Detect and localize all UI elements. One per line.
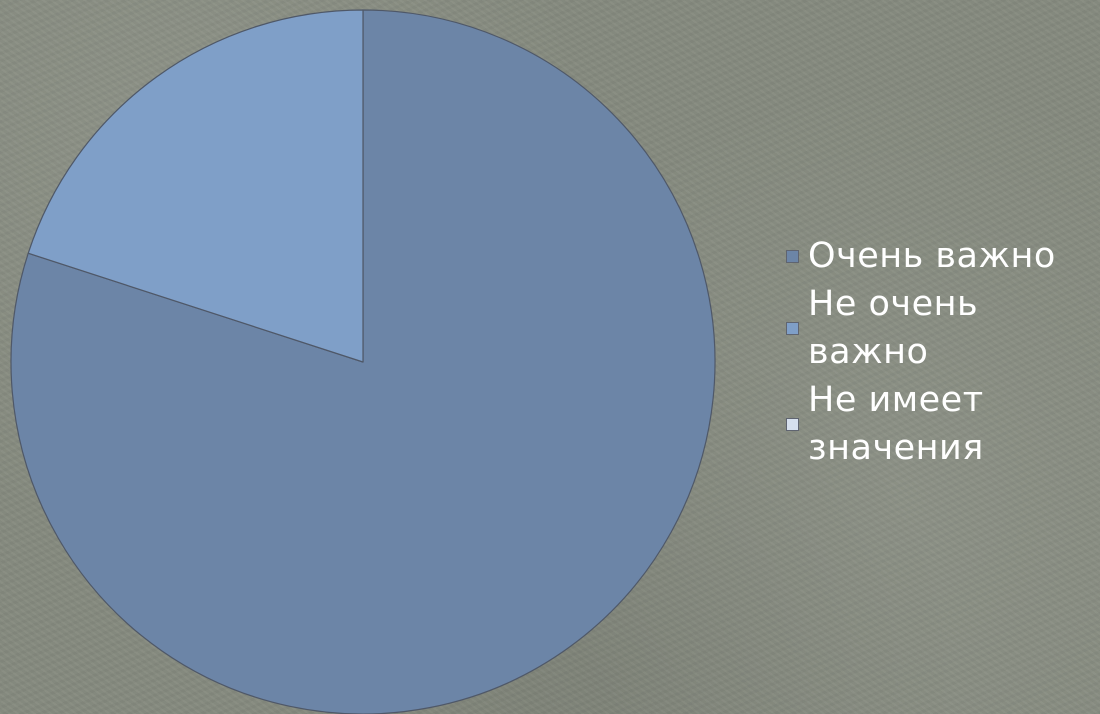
legend-swatch-3 (786, 418, 799, 431)
legend-item-3: Не имеет значения (784, 376, 1096, 472)
legend-label-3: Не имеет значения (808, 380, 984, 468)
legend-label-1: Очень важно (808, 236, 1056, 276)
legend-item-1: Очень важно (784, 232, 1096, 280)
legend-swatch-2 (786, 322, 799, 335)
pie-slices (10, 9, 716, 714)
legend-swatch-1 (786, 250, 799, 263)
legend-label-2: Не очень важно (808, 284, 979, 372)
chart-legend: Очень важно Не очень важно Не имеет значен… (784, 232, 1096, 472)
pie-chart (10, 9, 716, 714)
pie-slice-2 (27, 9, 364, 363)
legend-item-2: Не очень важно (784, 280, 1096, 376)
pie-slice-1 (10, 9, 716, 714)
